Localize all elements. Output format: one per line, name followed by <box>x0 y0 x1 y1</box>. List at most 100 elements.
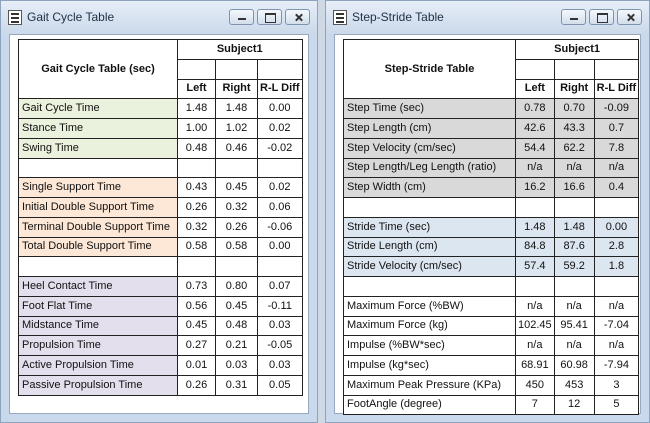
diff-value: 0.06 <box>257 197 303 218</box>
close-button[interactable] <box>617 9 642 25</box>
table-row: Midstance Time 0.45 0.48 0.03 <box>18 315 303 337</box>
right-value: 1.48 <box>553 216 595 238</box>
row-label: Maximum Force (kg) <box>343 315 516 337</box>
table-row: Maximum Force (%BW) n/a n/a n/a <box>343 295 640 317</box>
left-value: 0.73 <box>177 276 216 297</box>
row-label: Step Velocity (cm/sec) <box>343 137 516 159</box>
left-value: 54.4 <box>515 137 555 159</box>
gait-cycle-window: Gait Cycle Table Gait Cycle Table (sec) … <box>0 0 318 423</box>
row-label: Stride Velocity (cm/sec) <box>343 256 516 277</box>
row-label: Passive Propulsion Time <box>18 374 178 396</box>
row-label: Gait Cycle Time <box>18 98 178 119</box>
table-row: Stride Time (sec) 1.48 1.48 0.00 <box>343 216 640 238</box>
table-row: Foot Flat Time 0.56 0.45 -0.11 <box>18 295 303 317</box>
right-value: 95.41 <box>553 315 595 337</box>
left-value: 0.01 <box>177 355 216 376</box>
right-value: 0.58 <box>215 236 258 258</box>
row-label: Active Propulsion Time <box>18 355 178 376</box>
diff-value: -0.02 <box>257 137 303 159</box>
window-title: Step-Stride Table <box>352 10 444 24</box>
diff-value: -0.09 <box>593 98 640 119</box>
column-header-left: Left <box>515 78 555 100</box>
left-value: 42.6 <box>515 118 555 139</box>
diff-value: n/a <box>593 335 640 356</box>
left-value: 102.45 <box>515 315 555 337</box>
column-header-diff: R-L Diff <box>257 78 303 100</box>
step-stride-content: Step-Stride Table Subject1 Left Right R-… <box>334 34 641 416</box>
right-value: 62.2 <box>553 137 595 159</box>
row-label: Stride Time (sec) <box>343 216 516 238</box>
row-label: Impulse (%BW*sec) <box>343 335 516 356</box>
diff-value: -0.11 <box>257 295 303 317</box>
left-value: 0.56 <box>177 295 216 317</box>
diff-value: 1.8 <box>593 256 640 277</box>
diff-value: -7.04 <box>593 315 640 337</box>
diff-value: 0.7 <box>593 118 640 139</box>
spacer-row <box>343 197 640 218</box>
diff-value: 5 <box>593 394 640 416</box>
table-row: Step Length (cm) 42.6 43.3 0.7 <box>343 118 640 139</box>
close-button[interactable] <box>285 9 310 25</box>
right-value: 0.45 <box>215 177 258 198</box>
table-row: Step Time (sec) 0.78 0.70 -0.09 <box>343 98 640 119</box>
table-row: Impulse (%BW*sec) n/a n/a n/a <box>343 335 640 356</box>
gait-cycle-titlebar[interactable]: Gait Cycle Table <box>1 1 317 34</box>
left-value: n/a <box>515 335 555 356</box>
maximize-button[interactable] <box>257 9 282 25</box>
left-value: 57.4 <box>515 256 555 277</box>
row-label: Swing Time <box>18 137 178 159</box>
left-value: 7 <box>515 394 555 416</box>
left-value: 0.32 <box>177 216 216 238</box>
left-value: 0.43 <box>177 177 216 198</box>
right-value: 59.2 <box>553 256 595 277</box>
left-value: 84.8 <box>515 236 555 258</box>
column-header-left: Left <box>177 78 216 100</box>
row-label: Stance Time <box>18 118 178 139</box>
step-stride-titlebar[interactable]: Step-Stride Table <box>326 1 649 34</box>
row-label: Step Length/Leg Length (ratio) <box>343 157 516 179</box>
right-value: n/a <box>553 335 595 356</box>
minimize-button[interactable] <box>561 9 586 25</box>
left-value: 0.27 <box>177 335 216 356</box>
row-label: Step Width (cm) <box>343 177 516 198</box>
row-label: Maximum Force (%BW) <box>343 295 516 317</box>
right-value: 16.6 <box>553 177 595 198</box>
row-label: Step Time (sec) <box>343 98 516 119</box>
window-title: Gait Cycle Table <box>27 10 115 24</box>
table-row: Gait Cycle Time 1.48 1.48 0.00 <box>18 98 303 119</box>
spacer-row <box>343 276 640 297</box>
left-value: 16.2 <box>515 177 555 198</box>
table-row: Swing Time 0.48 0.46 -0.02 <box>18 137 303 159</box>
row-label: Foot Flat Time <box>18 295 178 317</box>
row-label: Propulsion Time <box>18 335 178 356</box>
table-row: Maximum Force (kg) 102.45 95.41 -7.04 <box>343 315 640 337</box>
table-row: Initial Double Support Time 0.26 0.32 0.06 <box>18 197 303 218</box>
table-row: Stride Length (cm) 84.8 87.6 2.8 <box>343 236 640 258</box>
right-value: 0.31 <box>215 374 258 396</box>
diff-value: 0.07 <box>257 276 303 297</box>
left-value: 0.45 <box>177 315 216 337</box>
diff-value: -0.06 <box>257 216 303 238</box>
table-row: Step Width (cm) 16.2 16.6 0.4 <box>343 177 640 198</box>
table-row: FootAngle (degree) 7 12 5 <box>343 394 640 416</box>
right-value: 0.80 <box>215 276 258 297</box>
right-value: 87.6 <box>553 236 595 258</box>
table-row: Passive Propulsion Time 0.26 0.31 0.05 <box>18 374 303 396</box>
table-row: Maximum Peak Pressure (KPa) 450 453 3 <box>343 374 640 396</box>
right-value: 43.3 <box>553 118 595 139</box>
table-row: Single Support Time 0.43 0.45 0.02 <box>18 177 303 198</box>
row-label: FootAngle (degree) <box>343 394 516 416</box>
minimize-button[interactable] <box>229 9 254 25</box>
left-value: 68.91 <box>515 355 555 376</box>
right-value: 0.26 <box>215 216 258 238</box>
right-value: 0.32 <box>215 197 258 218</box>
table-row: Stride Velocity (cm/sec) 57.4 59.2 1.8 <box>343 256 640 277</box>
subject-header: Subject1 <box>177 39 303 60</box>
table-row: Terminal Double Support Time 0.32 0.26 -0.0… <box>18 216 303 238</box>
table-row: Stance Time 1.00 1.02 0.02 <box>18 118 303 139</box>
right-value: n/a <box>553 157 595 179</box>
diff-value: n/a <box>593 295 640 317</box>
diff-value: 0.00 <box>593 216 640 238</box>
table-icon <box>333 10 347 25</box>
maximize-button[interactable] <box>589 9 614 25</box>
